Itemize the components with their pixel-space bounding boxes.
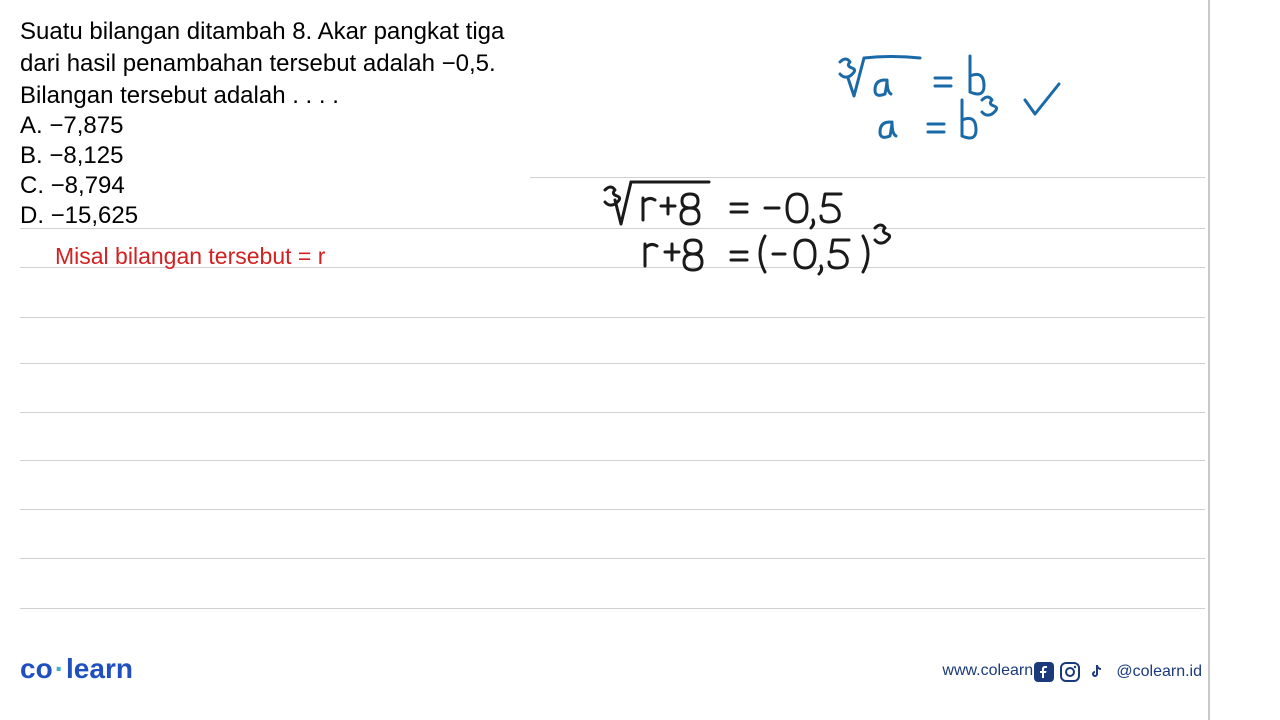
rule-line xyxy=(20,228,1205,229)
logo: co·learn xyxy=(20,653,133,685)
option-a: A. −7,875 xyxy=(20,112,123,140)
option-c: C. −8,794 xyxy=(20,172,125,200)
rule-line xyxy=(530,177,1205,178)
rule-line xyxy=(20,608,1205,609)
hint-text: Misal bilangan tersebut = r xyxy=(55,243,325,270)
footer: co·learn www.colearn.id @colearn.id xyxy=(0,640,1280,690)
rule-line xyxy=(20,509,1205,510)
question-text: Suatu bilangan ditambah 8. Akar pangkat … xyxy=(20,16,504,112)
logo-learn: learn xyxy=(66,653,133,684)
tiktok-icon[interactable] xyxy=(1086,662,1106,682)
instagram-icon[interactable] xyxy=(1060,662,1080,682)
handwriting-note-2 xyxy=(595,178,1015,288)
logo-co: co xyxy=(20,653,53,684)
question-line-3: Bilangan tersebut adalah . . . . xyxy=(20,80,504,112)
logo-dot: · xyxy=(55,653,64,684)
social-handle: @colearn.id xyxy=(1116,663,1202,681)
page-content: Suatu bilangan ditambah 8. Akar pangkat … xyxy=(0,0,1280,720)
facebook-icon[interactable] xyxy=(1034,662,1054,682)
handwriting-note-1 xyxy=(830,50,1080,160)
social-icons: @colearn.id xyxy=(1034,662,1202,682)
right-border xyxy=(1208,0,1210,720)
question-line-2: dari hasil penambahan tersebut adalah −0… xyxy=(20,48,504,80)
rule-line xyxy=(20,363,1205,364)
option-d: D. −15,625 xyxy=(20,202,138,230)
option-b: B. −8,125 xyxy=(20,142,123,170)
rule-line xyxy=(20,460,1205,461)
rule-line xyxy=(20,558,1205,559)
rule-line xyxy=(20,412,1205,413)
rule-line xyxy=(20,317,1205,318)
question-line-1: Suatu bilangan ditambah 8. Akar pangkat … xyxy=(20,16,504,48)
